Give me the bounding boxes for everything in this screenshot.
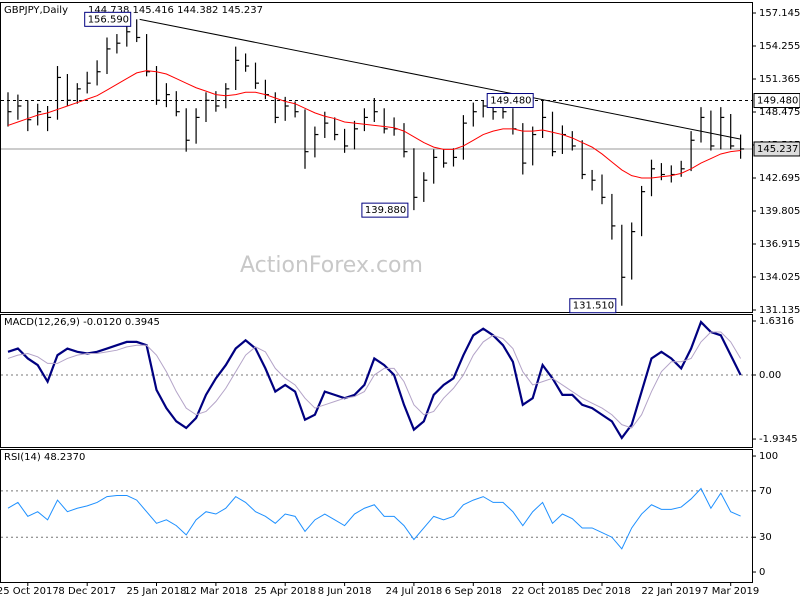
level-label: 145.237: [757, 144, 798, 155]
y-tick-label: 0.00: [759, 370, 781, 381]
rsi-panel: [0, 449, 753, 583]
x-tick-label: 25 Jan 2018: [127, 586, 187, 597]
y-tick-label: 0: [759, 567, 765, 578]
y-tick-label: 148.475: [759, 107, 800, 118]
y-tick-label: 139.805: [759, 206, 800, 217]
y-tick-label: 151.365: [759, 74, 800, 85]
price-annotation: 144.738 145.416 144.382 145.237: [88, 5, 263, 16]
y-tick-label: 1.6316: [759, 316, 794, 327]
y-tick-label: 154.255: [759, 41, 800, 52]
y-tick-label: 131.135: [759, 305, 800, 316]
y-tick-label: 30: [759, 532, 772, 543]
callout-box: [84, 11, 132, 27]
callout-box: [486, 93, 534, 109]
series-line: [7, 320, 742, 440]
callout-label: 131.510: [573, 301, 614, 312]
y-tick-label: 157.145: [759, 8, 800, 19]
y-tick-label: -1.9345: [759, 434, 798, 445]
callout-label: 156.590: [88, 14, 129, 25]
callout-label: 139.880: [365, 205, 406, 216]
series-line: [7, 70, 741, 179]
x-tick-label: 7 Mar 2019: [702, 586, 759, 597]
trendline: [139, 18, 741, 140]
price-panel: [0, 2, 753, 313]
x-tick-label: 22 Oct 2018: [512, 586, 574, 597]
y-tick-label: 142.695: [759, 173, 800, 184]
level-box: [753, 93, 800, 109]
y-tick-label: 100: [759, 451, 778, 462]
level-box: [753, 141, 800, 157]
x-tick-label: 12 Mar 2018: [184, 586, 247, 597]
x-tick-label: 6 Sep 2018: [445, 586, 502, 597]
callout-label: 149.480: [490, 96, 531, 107]
macd-panel: [0, 314, 753, 448]
level-label: 149.480: [757, 96, 798, 107]
rsi-title: RSI(14) 48.2370: [4, 452, 85, 463]
y-tick-label: 134.025: [759, 272, 800, 283]
y-tick-label: 70: [759, 486, 772, 497]
x-tick-label: 5 Dec 2018: [573, 586, 631, 597]
x-tick-label: 22 Jan 2019: [641, 586, 701, 597]
watermark: ActionForex.com: [240, 253, 423, 278]
callout-box: [569, 298, 617, 314]
callout-box: [361, 202, 409, 218]
series-line: [7, 487, 741, 550]
y-tick-label: 136.915: [759, 239, 800, 250]
x-tick-label: 25 Oct 2017: [0, 586, 59, 597]
macd-title: MACD(12,26,9) -0.0120 0.3945: [4, 317, 160, 328]
x-tick-label: 8 Jun 2018: [318, 586, 372, 597]
x-tick-label: 8 Dec 2017: [58, 586, 116, 597]
chart-title: GBPJPY,Daily: [4, 5, 68, 16]
series-line: [7, 331, 742, 429]
x-tick-label: 25 Apr 2018: [254, 586, 316, 597]
x-tick-label: 24 Jul 2018: [386, 586, 443, 597]
